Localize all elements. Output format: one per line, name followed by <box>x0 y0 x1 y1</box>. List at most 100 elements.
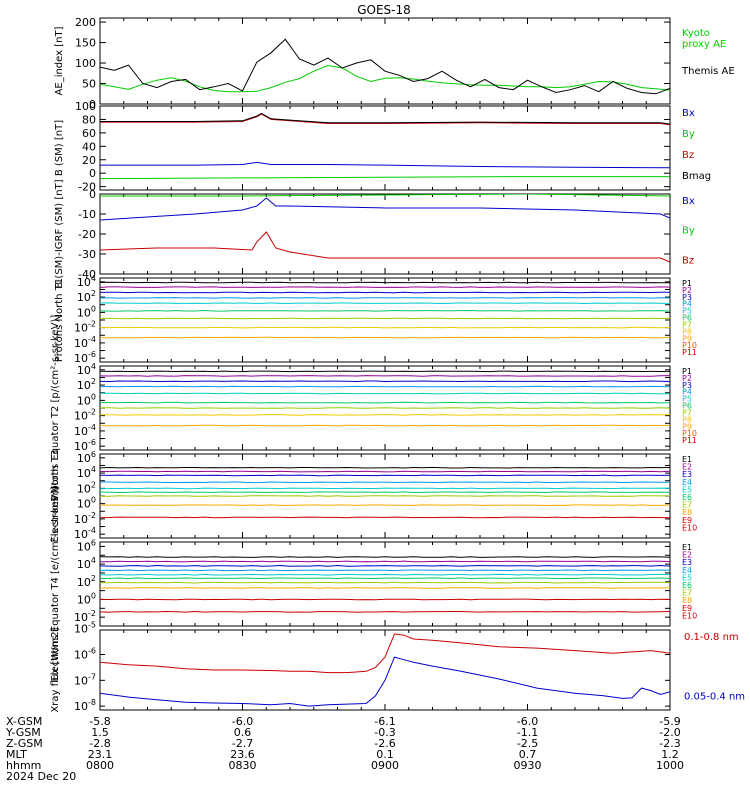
legend-label: Bx <box>682 196 695 207</box>
x-row-value: -1.1 <box>517 726 538 739</box>
x-row-value: -2.8 <box>89 737 110 750</box>
legend-label: P7 <box>682 320 692 329</box>
legend-label: E8 <box>682 508 692 517</box>
y-tick-label: 0 <box>89 98 96 111</box>
x-row-value: -2.5 <box>517 737 538 750</box>
legend-label: By <box>682 129 695 140</box>
y-tick-label: 10-6 <box>74 350 96 365</box>
series-line-p7 <box>100 407 670 409</box>
series-line-e4 <box>100 569 670 572</box>
legend-label: E1 <box>682 543 692 552</box>
x-row-value: -6.1 <box>374 715 395 728</box>
y-tick-label: 10-2 <box>74 609 96 624</box>
y-tick-label: 104 <box>77 274 96 289</box>
y-tick-label: 50 <box>82 78 96 91</box>
y-tick-label: 200 <box>75 16 96 29</box>
legend-label: E3 <box>682 558 692 567</box>
y-tick-label: 10-4 <box>74 335 96 350</box>
panel-frame <box>99 277 671 363</box>
date-label: 2024 Dec 20 <box>6 770 76 783</box>
y-tick-label: 10-6 <box>74 438 96 453</box>
legend-label: P11 <box>682 348 697 357</box>
series-line-themis-ae <box>100 38 670 95</box>
series-line-e9 <box>100 516 670 519</box>
x-row-value: 1000 <box>656 759 684 772</box>
x-row-value: -6.0 <box>232 715 253 728</box>
x-row-label: Z-GSM <box>6 737 43 750</box>
legend-label: E2 <box>682 551 692 560</box>
series-line-0-05-0-4-nm <box>100 656 670 707</box>
y-tick-label: 60 <box>82 127 96 140</box>
x-row-value: -6.0 <box>517 715 538 728</box>
legend-label: E3 <box>682 470 692 479</box>
y-tick-label: 150 <box>75 37 96 50</box>
y-tick-label: 100 <box>77 392 96 407</box>
series-line-p1 <box>100 281 670 284</box>
legend-label: E10 <box>682 523 697 532</box>
legend-label: P4 <box>682 388 692 397</box>
series-line-p4 <box>100 385 670 388</box>
legend-label: 0.05-0.4 nm <box>684 691 745 702</box>
legend-label: P10 <box>682 429 697 438</box>
y-tick-label: 102 <box>77 574 96 589</box>
x-row-label: MLT <box>6 748 27 761</box>
panel-frame <box>99 629 671 711</box>
series-line-p8 <box>100 326 670 329</box>
series-line-e6 <box>100 491 670 494</box>
series-line-bx <box>100 161 670 169</box>
legend-label: Kyoto <box>682 28 710 39</box>
legend-label: Themis AE <box>681 66 735 77</box>
y-tick-label: -10 <box>78 208 96 221</box>
series-line-e9 <box>100 598 670 601</box>
y-tick-label: 106 <box>77 450 96 465</box>
series-line-e5 <box>100 487 670 490</box>
x-row-value: 23.6 <box>230 748 255 761</box>
legend-label: 0.1-0.8 nm <box>684 632 739 643</box>
legend-label: Bz <box>682 255 694 266</box>
y-tick-label: 10-2 <box>74 408 96 423</box>
legend-label: E6 <box>682 581 692 590</box>
legend-label: P3 <box>682 293 692 302</box>
y-tick-label: 104 <box>77 362 96 377</box>
series-line-p7 <box>100 317 670 320</box>
y-tick-label: 102 <box>77 480 96 495</box>
series-line-by <box>100 176 670 180</box>
y-axis-label: B (SM)-IGRF (SM) [nT] <box>54 179 65 288</box>
y-axis-label: Protons North T1 <box>54 278 65 362</box>
legend-label: P8 <box>682 415 692 424</box>
x-row-value: -2.6 <box>374 737 395 750</box>
x-row-value: 0.7 <box>519 748 537 761</box>
legend-label: E5 <box>682 573 692 582</box>
series-line-p5 <box>100 302 670 305</box>
y-tick-label: 10-2 <box>74 511 96 526</box>
x-row-value: -0.3 <box>374 726 395 739</box>
series-line-e3 <box>100 474 670 477</box>
series-line-bmag <box>100 112 670 125</box>
legend-label: P3 <box>682 381 692 390</box>
y-tick-label: 102 <box>77 377 96 392</box>
legend-label: E9 <box>682 516 692 525</box>
legend-label: E7 <box>682 589 692 598</box>
y-tick-label: 10-7 <box>74 672 96 687</box>
series-line-bx <box>100 197 670 221</box>
series-line-e2 <box>100 560 670 563</box>
series-line-bz <box>100 113 670 126</box>
legend-label: P10 <box>682 341 697 350</box>
legend-label: P6 <box>682 402 692 411</box>
legend-label: proxy AE <box>682 39 726 50</box>
series-line-p9 <box>100 424 670 427</box>
legend-label: E6 <box>682 493 692 502</box>
x-row-value: 0900 <box>371 759 399 772</box>
y-tick-label: 10-6 <box>74 647 96 662</box>
series-line-p3 <box>100 380 670 383</box>
y-tick-label: 0 <box>89 188 96 201</box>
y-tick-label: 100 <box>77 304 96 319</box>
legend-label: P6 <box>682 314 692 323</box>
series-line-e7 <box>100 495 670 497</box>
series-line-e1 <box>100 556 670 558</box>
series-line-p6 <box>100 309 670 312</box>
x-row-value: 0830 <box>229 759 257 772</box>
